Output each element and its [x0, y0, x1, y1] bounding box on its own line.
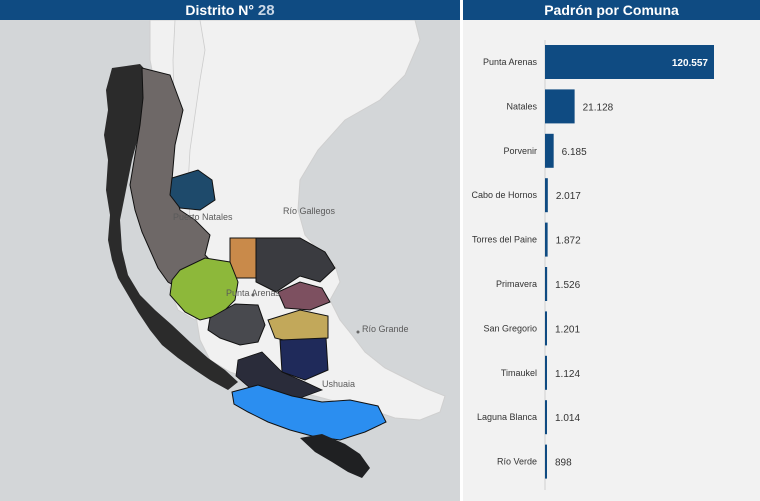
chart-panel: Padrón por Comuna Punta Arenas 120.557 Nat… [463, 0, 760, 501]
bar-value-label: 2.017 [556, 191, 581, 202]
comuna-torres-del-paine [169, 169, 216, 211]
map-header: Distrito N° 28 [0, 0, 460, 20]
category-label: Punta Arenas [483, 57, 538, 67]
bar[interactable] [545, 89, 575, 124]
bar-value-label: 120.557 [672, 58, 709, 69]
map-label-rio-gallegos: Río Gallegos [283, 206, 336, 216]
map-label-puerto-natales: Puerto Natales [173, 212, 233, 222]
bar-value-label: 898 [555, 458, 572, 469]
coast-islands [104, 64, 238, 390]
comuna-san-gregorio [255, 237, 336, 293]
bar-value-label: 1.124 [555, 369, 580, 380]
category-label: Natales [506, 101, 537, 111]
cabo-de-hornos-islands [300, 434, 370, 478]
category-label: Cabo de Hornos [471, 190, 537, 200]
category-label: Porvenir [503, 146, 537, 156]
bar[interactable] [545, 178, 548, 213]
category-label: Río Verde [497, 457, 537, 467]
category-label: San Gregorio [483, 323, 537, 333]
category-label: Torres del Paine [472, 235, 537, 245]
map-label-punta-arenas: Punta Arenas [226, 288, 281, 298]
bar[interactable] [545, 133, 554, 168]
bar-value-label: 21.128 [583, 102, 614, 113]
bar-value-label: 1.872 [556, 236, 581, 247]
padron-bar-chart: Punta Arenas 120.557 Natales 21.128 Porvenir… [463, 20, 760, 501]
comuna-cabo-de-hornos [231, 384, 387, 441]
comuna-timaukel [279, 337, 329, 381]
bar[interactable] [545, 267, 548, 301]
category-label: Laguna Blanca [477, 412, 537, 422]
bar[interactable] [545, 222, 548, 257]
bar[interactable] [545, 45, 714, 79]
map-panel: Distrito N° 28 [0, 0, 460, 501]
bar-value-label: 1.014 [555, 413, 580, 424]
bar[interactable] [545, 400, 547, 435]
chart-header: Padrón por Comuna [463, 0, 760, 20]
comuna-primavera [277, 281, 331, 311]
bar-value-label: 1.526 [555, 280, 580, 291]
bar-chart-svg: Punta Arenas 120.557 Natales 21.128 Porvenir… [471, 40, 714, 490]
category-label: Timaukel [501, 368, 537, 378]
map-label-ushuaia: Ushuaia [322, 379, 355, 389]
district-title: Distrito N° [185, 2, 255, 18]
district-map[interactable]: Puerto Natales Río Gallegos Punta Arenas… [0, 20, 460, 501]
map-label-rio-grande: Río Grande [362, 324, 409, 334]
bar[interactable] [545, 311, 547, 346]
comuna-punta-arenas [207, 303, 266, 346]
district-number: 28 [257, 2, 275, 19]
bar[interactable] [545, 355, 547, 390]
category-label: Primavera [496, 279, 537, 289]
map-dot-rio-grande [356, 330, 360, 334]
bar-value-label: 6.185 [562, 147, 587, 158]
bar-value-label: 1.201 [555, 324, 580, 335]
map-dot-punta-arenas [251, 293, 255, 297]
bar[interactable] [545, 444, 547, 479]
comuna-porvenir [267, 309, 329, 345]
